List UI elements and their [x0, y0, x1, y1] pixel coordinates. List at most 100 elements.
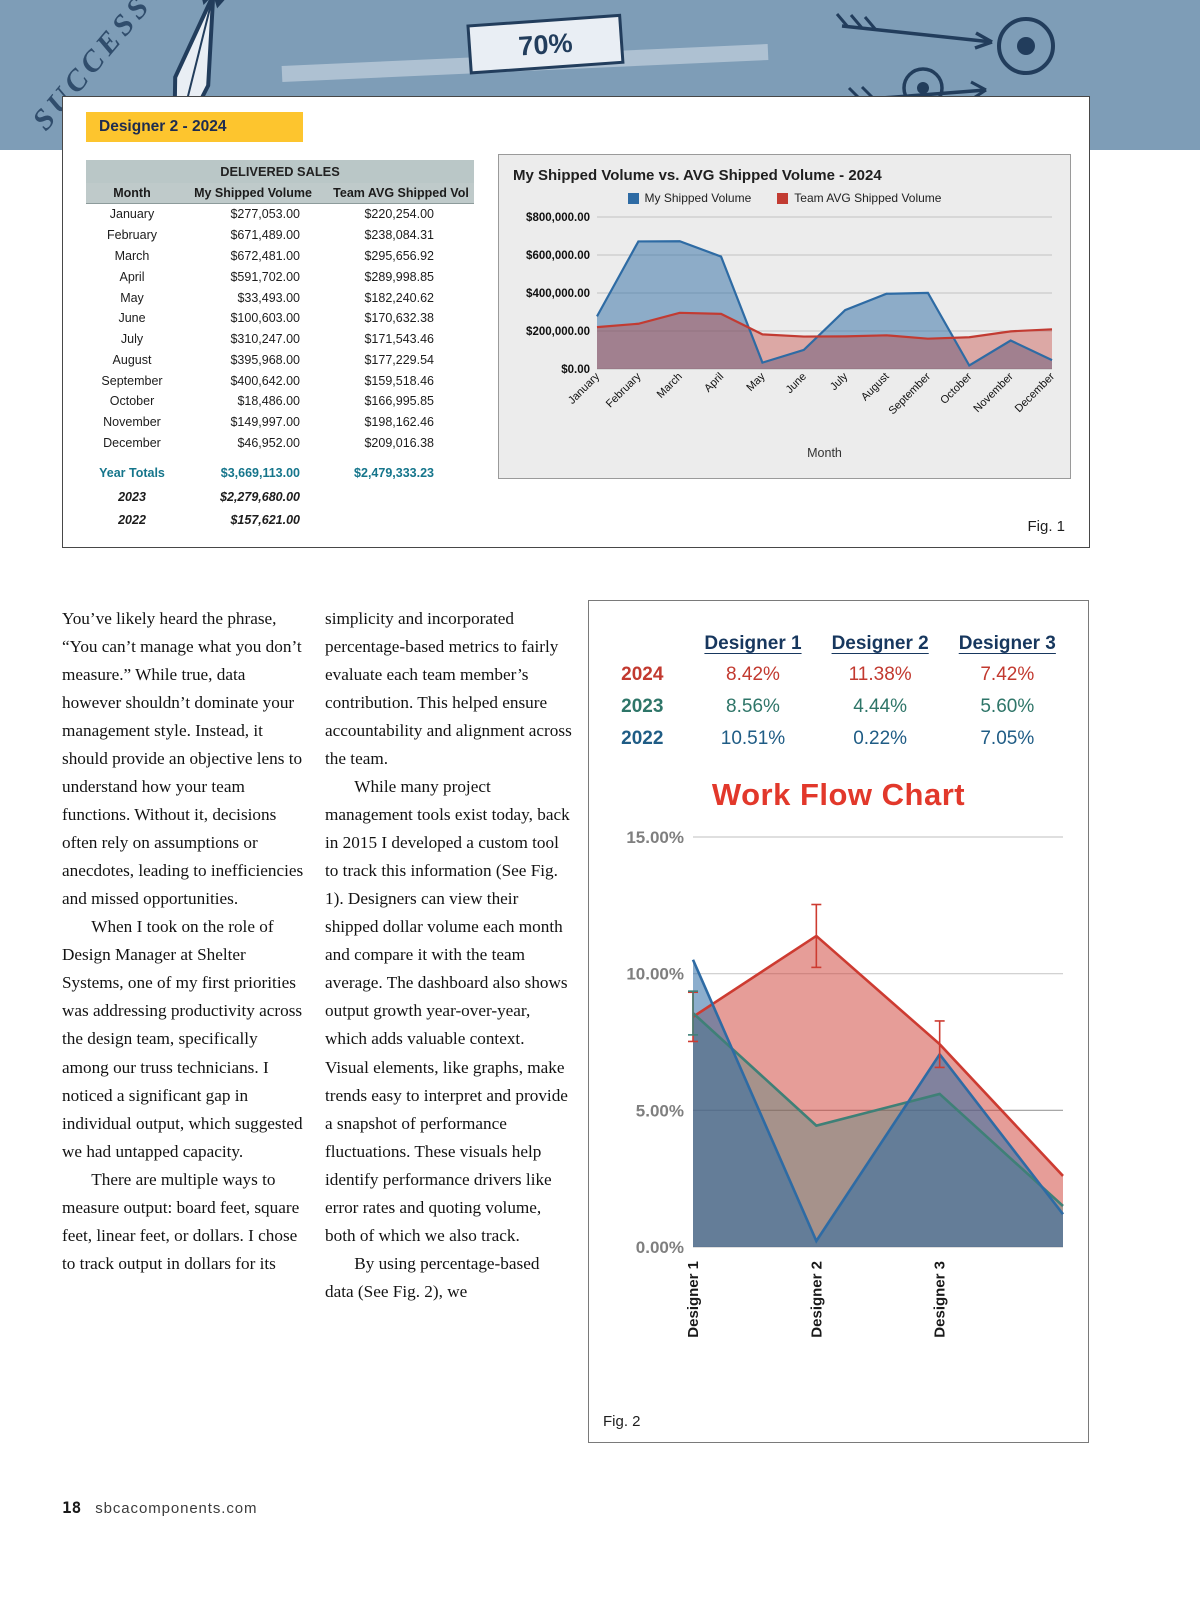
table-row: November $149,997.00 $198,162.46 — [86, 412, 474, 433]
shipped-volume-chart: $0.00 $200,000.00 $400,000.00 $600,000.00 $8… — [526, 212, 1058, 460]
page-footer: 18 sbcacomponents.com — [62, 1498, 257, 1517]
month-cell: January — [109, 207, 155, 222]
value-cell: $277,053.00 — [230, 207, 300, 222]
series-line — [691, 959, 1065, 1244]
year-cell: 2023 — [118, 489, 146, 504]
value-cell: $33,493.00 — [237, 290, 300, 305]
table-row: December $46,952.00 $209,016.38 — [86, 433, 474, 454]
page-number: 18 — [62, 1498, 82, 1517]
pct-value: 7.05% — [980, 728, 1035, 749]
value-cell: $2,279,680.00 — [220, 489, 300, 504]
month-cell: July — [120, 332, 144, 347]
arrows-target-doodle — [835, 13, 1055, 109]
value-cell: $209,016.38 — [364, 435, 434, 450]
year-label: 2023 — [621, 696, 664, 717]
pct-value: 0.22% — [853, 728, 908, 749]
article-paragraph: simplicity and incorporated percentage-b… — [325, 609, 572, 769]
series-line — [692, 934, 1064, 1177]
legend-label: Team AVG Shipped Volume — [794, 191, 942, 205]
year-totals-row: Year Totals $3,669,113.00 $2,479,333.23 — [86, 453, 474, 483]
x-tick-label: February — [604, 370, 644, 410]
y-tick-label: $400,000.00 — [526, 288, 590, 300]
history-row: 2022 $157,621.00 — [86, 507, 474, 530]
year-label: 2024 — [621, 664, 664, 685]
table-title: DELIVERED SALES — [86, 160, 474, 183]
designer-header: Designer 2 — [831, 633, 929, 654]
fig1-chart-panel: My Shipped Volume vs. AVG Shipped Volume… — [498, 154, 1071, 479]
pct-value: 8.56% — [726, 696, 780, 717]
y-tick-label: 5.00% — [636, 1101, 684, 1120]
y-tick-label: 0.00% — [636, 1238, 684, 1257]
workflow-chart-title: Work Flow Chart — [711, 777, 966, 812]
legend-swatch — [627, 192, 639, 204]
month-cell: May — [120, 290, 144, 305]
table-row: March $672,481.00 $295,656.92 — [86, 246, 474, 267]
x-tick-label: Designer 2 — [808, 1261, 825, 1338]
value-cell: $591,702.00 — [230, 269, 300, 284]
column-header: My Shipped Volume — [178, 183, 328, 204]
value-cell: $149,997.00 — [230, 415, 300, 430]
table-row: September $400,642.00 $159,518.46 — [86, 370, 474, 391]
x-tick-label: August — [859, 371, 892, 404]
value-cell: $238,084.31 — [364, 228, 434, 243]
pct-row: 2022 10.51% 0.22% 7.05% — [606, 723, 1071, 755]
value-cell: $671,489.00 — [230, 228, 300, 243]
table-row: January $277,053.00 $220,254.00 — [86, 204, 474, 225]
article-paragraph: You’ve likely heard the phrase, “You can… — [62, 609, 304, 909]
figure-1: Designer 2 - 2024 DELIVERED SALES Month My… — [62, 96, 1090, 548]
totals-cell: $2,479,333.23 — [354, 466, 434, 481]
pct-value: 8.42% — [726, 664, 780, 685]
x-tick-label: September — [886, 370, 933, 417]
value-cell: $395,968.00 — [230, 352, 300, 367]
x-tick-label: April — [702, 371, 726, 395]
figure-2-caption: Fig. 2 — [603, 1413, 641, 1430]
legend-swatch — [777, 192, 789, 204]
value-cell: $159,518.46 — [364, 373, 434, 388]
table-row: June $100,603.00 $170,632.38 — [86, 308, 474, 329]
value-cell: $170,632.38 — [364, 311, 434, 326]
x-tick-label: May — [744, 370, 768, 394]
value-cell: $157,621.00 — [230, 513, 300, 528]
series-area — [597, 241, 1052, 369]
value-cell: $46,952.00 — [237, 435, 300, 450]
x-tick-label: December — [1013, 370, 1058, 415]
series-line — [692, 1012, 1064, 1207]
article-column-1: You’ve likely heard the phrase, “You can… — [62, 605, 306, 1278]
fig1-chart-legend: My Shipped Volume Team AVG Shipped Volume — [513, 191, 1056, 205]
column-header: Team AVG Shipped Vol — [328, 183, 474, 204]
value-cell: $18,486.00 — [237, 394, 300, 409]
article-column-2: simplicity and incorporated percentage-b… — [325, 605, 572, 1306]
y-tick-label: $800,000.00 — [526, 212, 590, 224]
y-tick-label: 15.00% — [626, 828, 684, 847]
pct-header-row: Designer 1 Designer 2 Designer 3 — [606, 629, 1071, 659]
article-paragraph: When I took on the role of Design Manage… — [62, 917, 303, 1161]
month-cell: November — [103, 415, 161, 430]
figure-1-caption: Fig. 1 — [1027, 518, 1065, 535]
table-row: May $33,493.00 $182,240.62 — [86, 287, 474, 308]
x-tick-label: June — [784, 371, 809, 396]
value-cell — [328, 484, 474, 507]
seventy-percent-doodle: 70% — [466, 13, 625, 75]
designer-header: Designer 3 — [958, 633, 1056, 654]
workflow-chart: 0.00% 5.00% 10.00% 15.00% Designer 1 Designer… — [626, 828, 1065, 1338]
article-paragraph: While many project management tools exis… — [325, 777, 570, 1245]
column-header: Month — [86, 183, 178, 204]
month-cell: September — [101, 373, 163, 388]
pct-row: 2024 8.42% 11.38% 7.42% — [606, 659, 1071, 691]
month-cell: June — [118, 311, 146, 326]
table-title-row: DELIVERED SALES — [86, 160, 474, 183]
value-cell: $166,995.85 — [364, 394, 434, 409]
table-row: October $18,486.00 $166,995.85 — [86, 391, 474, 412]
month-cell: December — [103, 435, 161, 450]
y-tick-label: $600,000.00 — [526, 250, 590, 262]
series-area — [693, 959, 1063, 1247]
x-tick-label: March — [655, 371, 685, 401]
table-row: April $591,702.00 $289,998.85 — [86, 266, 474, 287]
value-cell: $400,642.00 — [230, 373, 300, 388]
delivered-sales-table: DELIVERED SALES Month My Shipped Volume Tea… — [86, 160, 474, 531]
value-cell: $171,543.46 — [364, 332, 434, 347]
x-axis-title: Month — [807, 446, 842, 460]
value-cell: $295,656.92 — [364, 248, 434, 263]
pct-value: 10.51% — [720, 728, 786, 749]
pct-value: 7.42% — [980, 664, 1035, 685]
